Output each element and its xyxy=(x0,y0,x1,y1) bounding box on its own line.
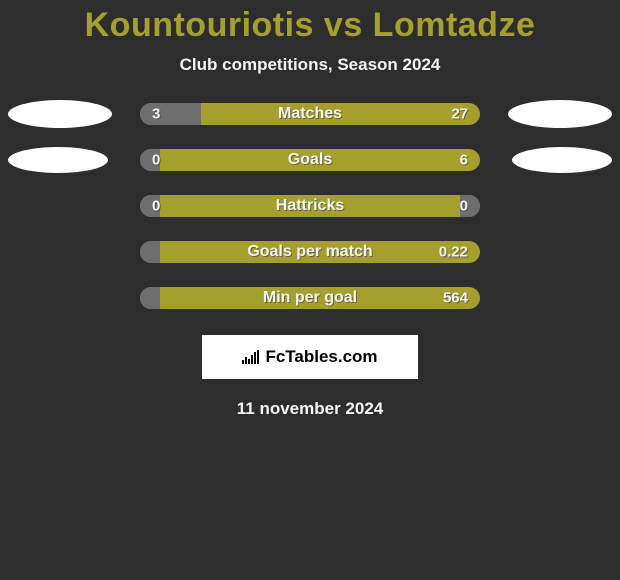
stat-row: Min per goal 564 xyxy=(0,287,620,309)
stat-row: Goals per match 0.22 xyxy=(0,241,620,263)
brand-text: FcTables.com xyxy=(265,347,377,367)
page-title: Kountouriotis vs Lomtadze xyxy=(0,6,620,45)
stat-value-right: 0.22 xyxy=(439,244,468,261)
stat-label: Goals xyxy=(288,151,332,169)
stat-label: Hattricks xyxy=(276,197,344,215)
stat-row: Matches 3 27 xyxy=(0,103,620,125)
stat-row: Hattricks 0 0 xyxy=(0,195,620,217)
stat-value-left: 0 xyxy=(152,152,160,169)
decorative-ellipse-left xyxy=(8,100,112,128)
stat-value-left: 0 xyxy=(152,198,160,215)
stat-label: Min per goal xyxy=(263,289,357,307)
stat-value-right: 27 xyxy=(451,106,468,123)
date-text: 11 november 2024 xyxy=(0,399,620,419)
stat-bar: Matches 3 27 xyxy=(140,103,480,125)
stat-value-right: 6 xyxy=(460,152,468,169)
bar-fill-left xyxy=(140,287,160,309)
stat-value-right: 0 xyxy=(460,198,468,215)
stat-label: Goals per match xyxy=(247,243,372,261)
decorative-ellipse-left xyxy=(8,147,108,173)
stat-bar: Goals per match 0.22 xyxy=(140,241,480,263)
stat-bar: Hattricks 0 0 xyxy=(140,195,480,217)
bar-fill-left xyxy=(140,103,201,125)
stat-bar: Min per goal 564 xyxy=(140,287,480,309)
stat-bar: Goals 0 6 xyxy=(140,149,480,171)
stat-row: Goals 0 6 xyxy=(0,149,620,171)
bar-fill-left xyxy=(140,241,160,263)
decorative-ellipse-right xyxy=(508,100,612,128)
brand-box: FcTables.com xyxy=(202,335,418,379)
bar-chart-icon xyxy=(242,350,259,364)
decorative-ellipse-right xyxy=(512,147,612,173)
subtitle: Club competitions, Season 2024 xyxy=(0,55,620,75)
stat-label: Matches xyxy=(278,105,342,123)
comparison-infographic: Kountouriotis vs Lomtadze Club competiti… xyxy=(0,0,620,580)
stat-rows: Matches 3 27 Goals 0 6 Hattricks 0 0 Goals per ma… xyxy=(0,103,620,309)
stat-value-left: 3 xyxy=(152,106,160,123)
stat-value-right: 564 xyxy=(443,290,468,307)
